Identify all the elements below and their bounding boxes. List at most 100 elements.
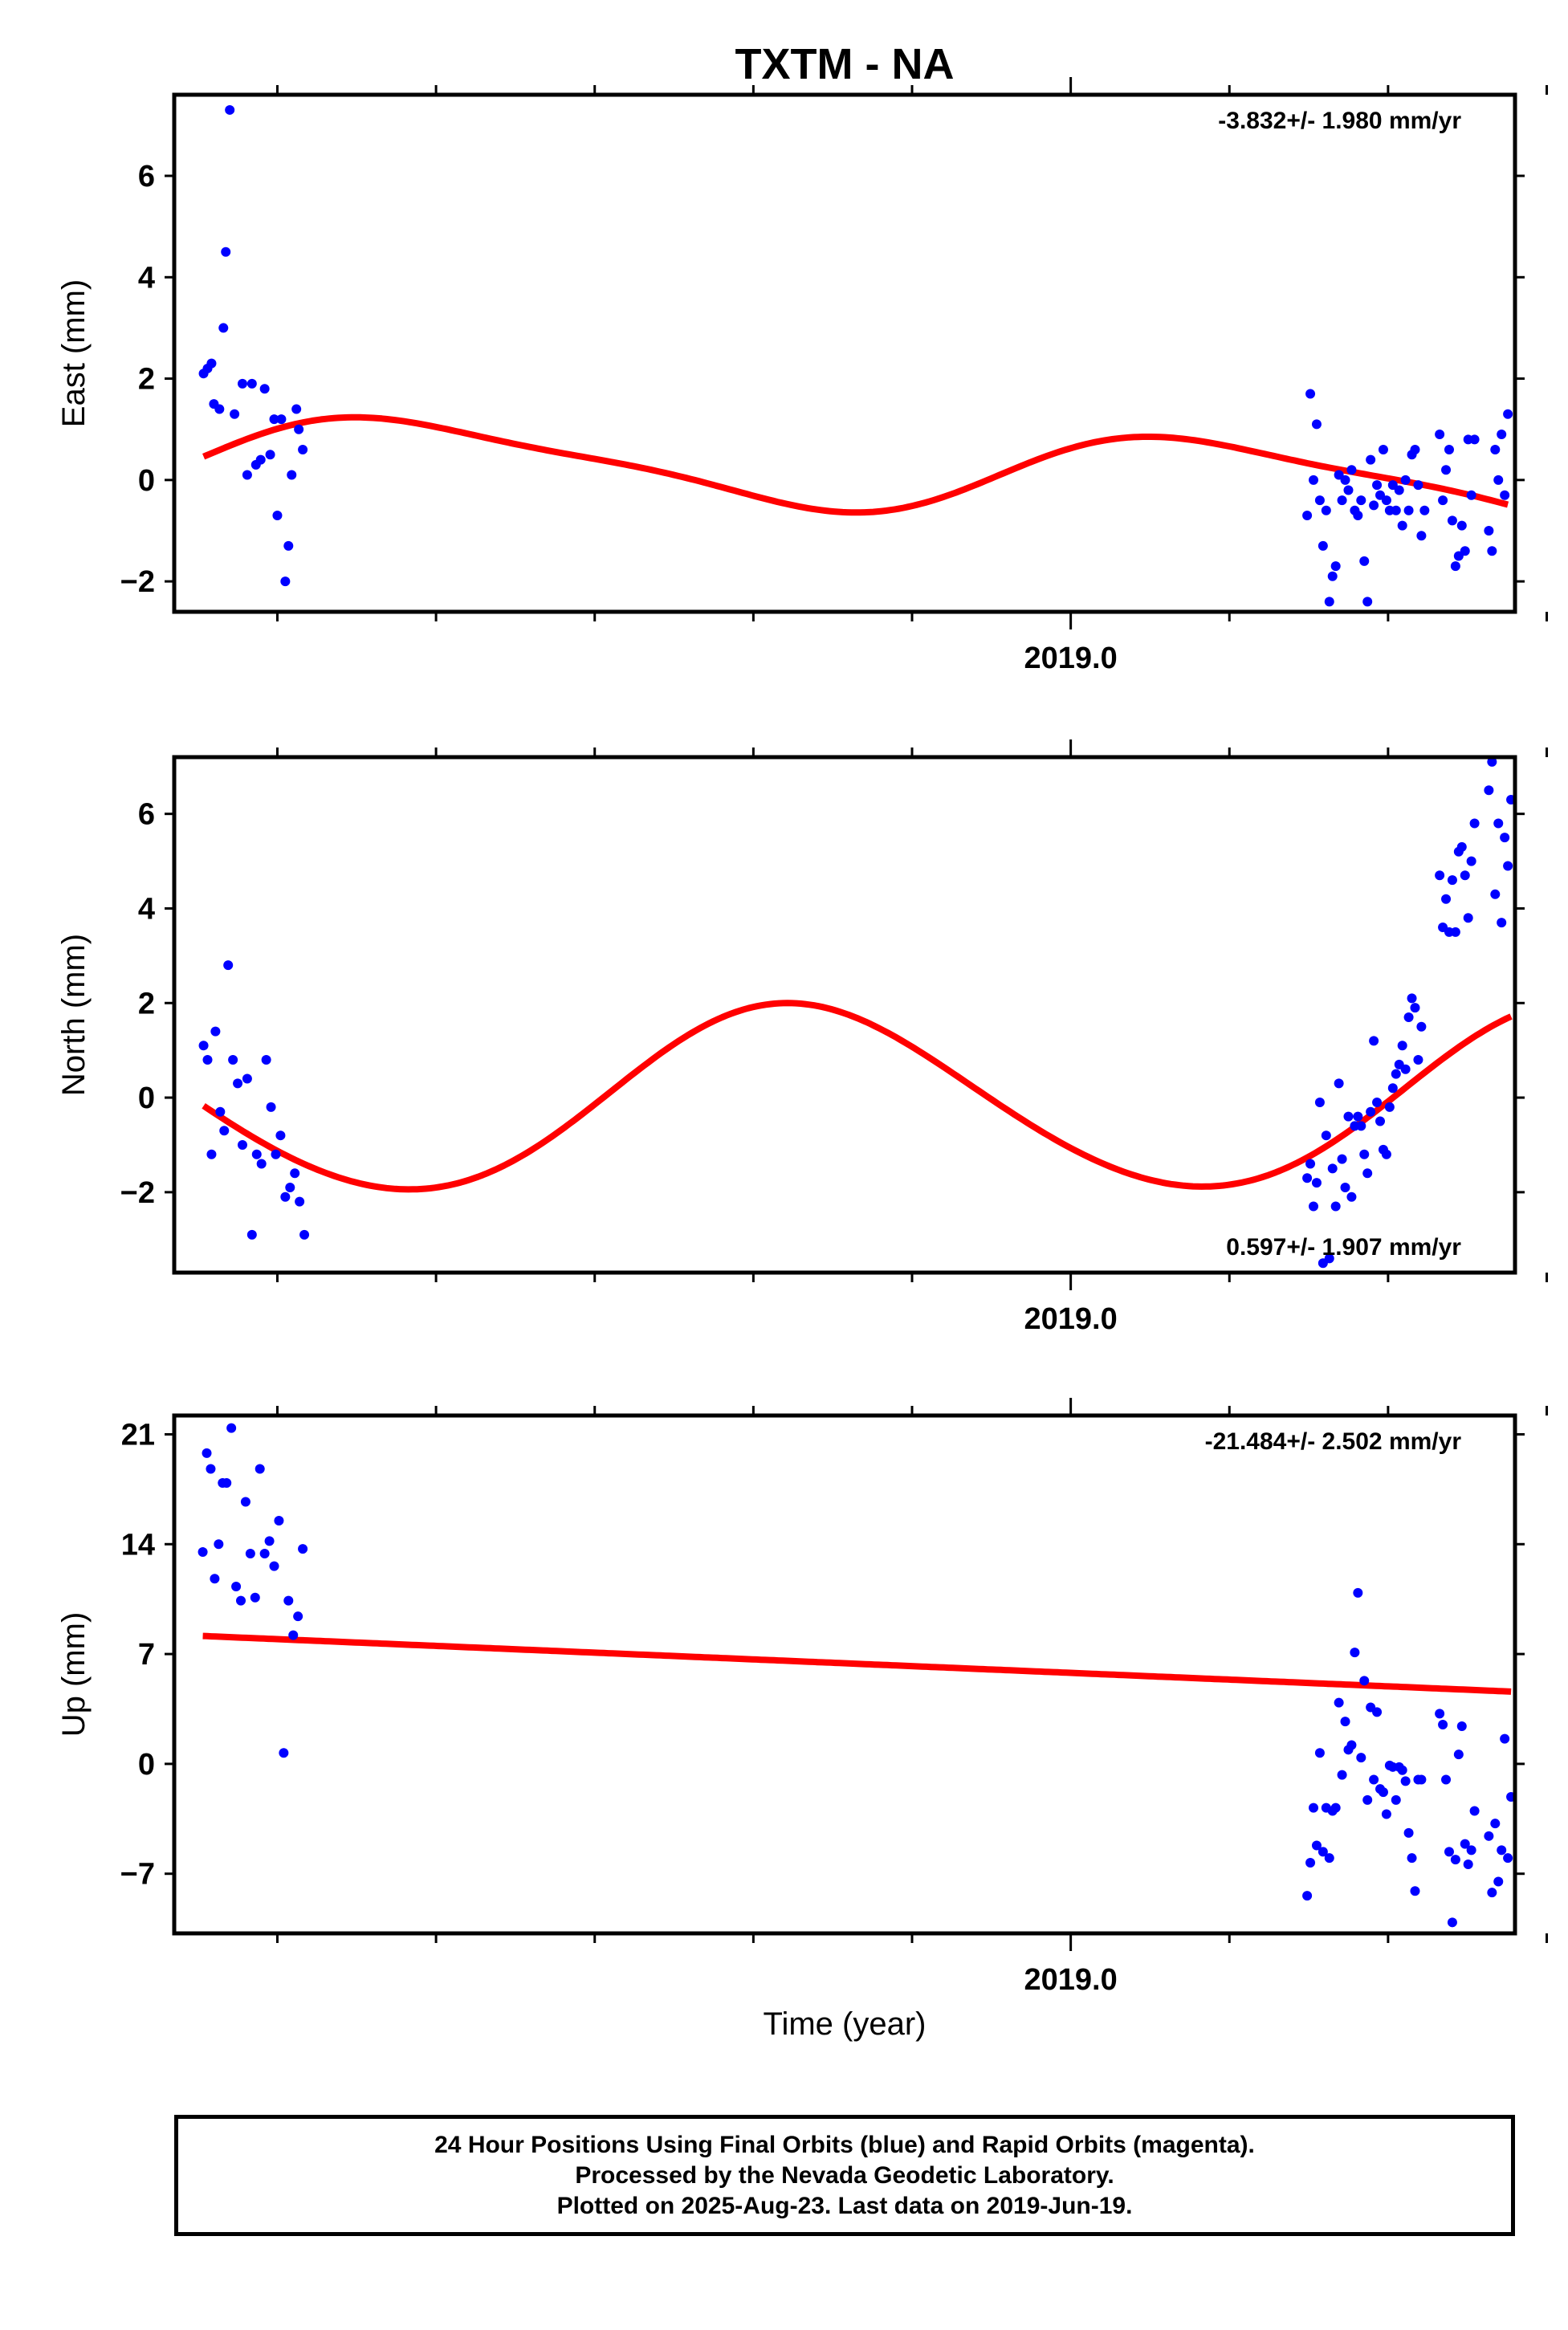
data-point	[1359, 556, 1370, 566]
data-point	[246, 378, 257, 389]
data-point	[1302, 1173, 1313, 1183]
data-point	[1460, 870, 1470, 881]
data-point	[1324, 1253, 1334, 1264]
panel-2: −2 0 2 4 6 2019.0 North (mm) 0.597+/- 1.907 mm/…	[56, 739, 1549, 1336]
data-point	[1337, 1154, 1347, 1164]
data-point	[255, 454, 266, 465]
data-point	[1447, 875, 1457, 886]
data-point	[1337, 495, 1347, 506]
data-point	[1327, 571, 1338, 581]
data-point	[1484, 785, 1494, 796]
data-point	[1391, 1794, 1401, 1805]
fit-curve	[202, 1000, 1513, 1193]
data-point	[269, 1561, 279, 1571]
data-point	[256, 1159, 267, 1169]
data-point	[228, 1054, 238, 1065]
data-point	[1435, 1709, 1445, 1719]
chart-title: TXTM - NA	[735, 40, 955, 88]
y-tick-label: −7	[120, 1858, 155, 1892]
data-point	[1400, 1064, 1411, 1074]
data-point	[298, 1544, 308, 1554]
data-point	[1302, 1891, 1313, 1901]
data-point	[264, 1536, 275, 1546]
data-point	[1318, 1847, 1328, 1857]
data-point	[1309, 1802, 1319, 1813]
data-point	[1346, 1191, 1357, 1202]
data-point	[1314, 495, 1325, 506]
data-point	[1416, 1774, 1427, 1785]
data-point	[1321, 505, 1331, 515]
data-point	[237, 1139, 247, 1150]
data-point	[1356, 495, 1366, 506]
data-point	[259, 384, 270, 394]
data-point	[245, 1549, 255, 1558]
data-point	[287, 470, 297, 480]
data-point	[1500, 1733, 1510, 1744]
data-point	[1466, 856, 1476, 866]
data-point	[1314, 1748, 1325, 1758]
data-point	[1450, 1855, 1460, 1865]
data-point	[1419, 505, 1430, 515]
data-point	[1493, 1876, 1504, 1887]
data-point	[1327, 1163, 1338, 1174]
data-point	[1356, 1121, 1366, 1131]
data-point	[1416, 531, 1427, 541]
fit-curve	[202, 1632, 1512, 1695]
data-point	[1330, 561, 1341, 572]
data-point	[1506, 795, 1515, 805]
data-point	[1356, 1753, 1366, 1763]
data-point	[1350, 1648, 1360, 1658]
data-point	[1372, 480, 1383, 491]
data-point	[210, 1026, 221, 1037]
data-point	[1397, 1765, 1407, 1775]
data-point	[1403, 1012, 1414, 1022]
data-point	[1305, 1858, 1316, 1868]
data-point	[280, 1191, 291, 1202]
data-point	[1381, 1809, 1391, 1819]
data-point	[198, 1041, 209, 1051]
data-point	[1447, 1917, 1457, 1928]
data-point	[1500, 833, 1510, 843]
y-tick-label: 0	[138, 1081, 155, 1115]
data-point	[1484, 525, 1494, 536]
data-point	[1497, 918, 1507, 928]
data-point	[1305, 1159, 1316, 1169]
data-point	[1330, 1201, 1341, 1212]
data-point	[202, 1054, 213, 1065]
data-point	[1450, 561, 1460, 572]
data-point	[1353, 1587, 1363, 1598]
data-point	[280, 576, 291, 587]
y-axis-label: East (mm)	[56, 279, 92, 427]
data-point	[1456, 1721, 1467, 1731]
data-point	[1497, 1845, 1507, 1855]
data-point	[1362, 597, 1373, 607]
data-point	[1493, 818, 1504, 829]
data-point	[1413, 1054, 1423, 1065]
data-point	[1490, 889, 1501, 899]
y-tick-label: 21	[121, 1418, 155, 1452]
y-tick-label: 2	[138, 987, 155, 1020]
footer-line-3: Plotted on 2025-Aug-23. Last data on 201…	[556, 2192, 1133, 2219]
data-point	[1311, 419, 1322, 430]
data-point	[1463, 913, 1473, 923]
data-point	[1318, 540, 1328, 551]
x-tick-label: 2019.0	[1024, 1302, 1118, 1336]
y-tick-label: 6	[138, 160, 155, 193]
data-point	[1397, 520, 1407, 531]
data-layer	[198, 1423, 1515, 1928]
data-point	[1362, 1794, 1373, 1805]
data-point	[1311, 1178, 1322, 1188]
data-point	[221, 246, 231, 257]
data-point	[1490, 1819, 1501, 1829]
data-point	[1391, 1069, 1401, 1079]
data-point	[1450, 927, 1460, 937]
data-point	[1416, 1021, 1427, 1032]
data-point	[1403, 1827, 1414, 1838]
y-tick-label: 4	[138, 261, 155, 295]
data-point	[214, 404, 225, 414]
data-point	[1369, 1036, 1379, 1046]
data-point	[1330, 1802, 1341, 1813]
plot-frame	[172, 1413, 1517, 1936]
data-point	[242, 1073, 252, 1084]
data-point	[265, 450, 275, 460]
